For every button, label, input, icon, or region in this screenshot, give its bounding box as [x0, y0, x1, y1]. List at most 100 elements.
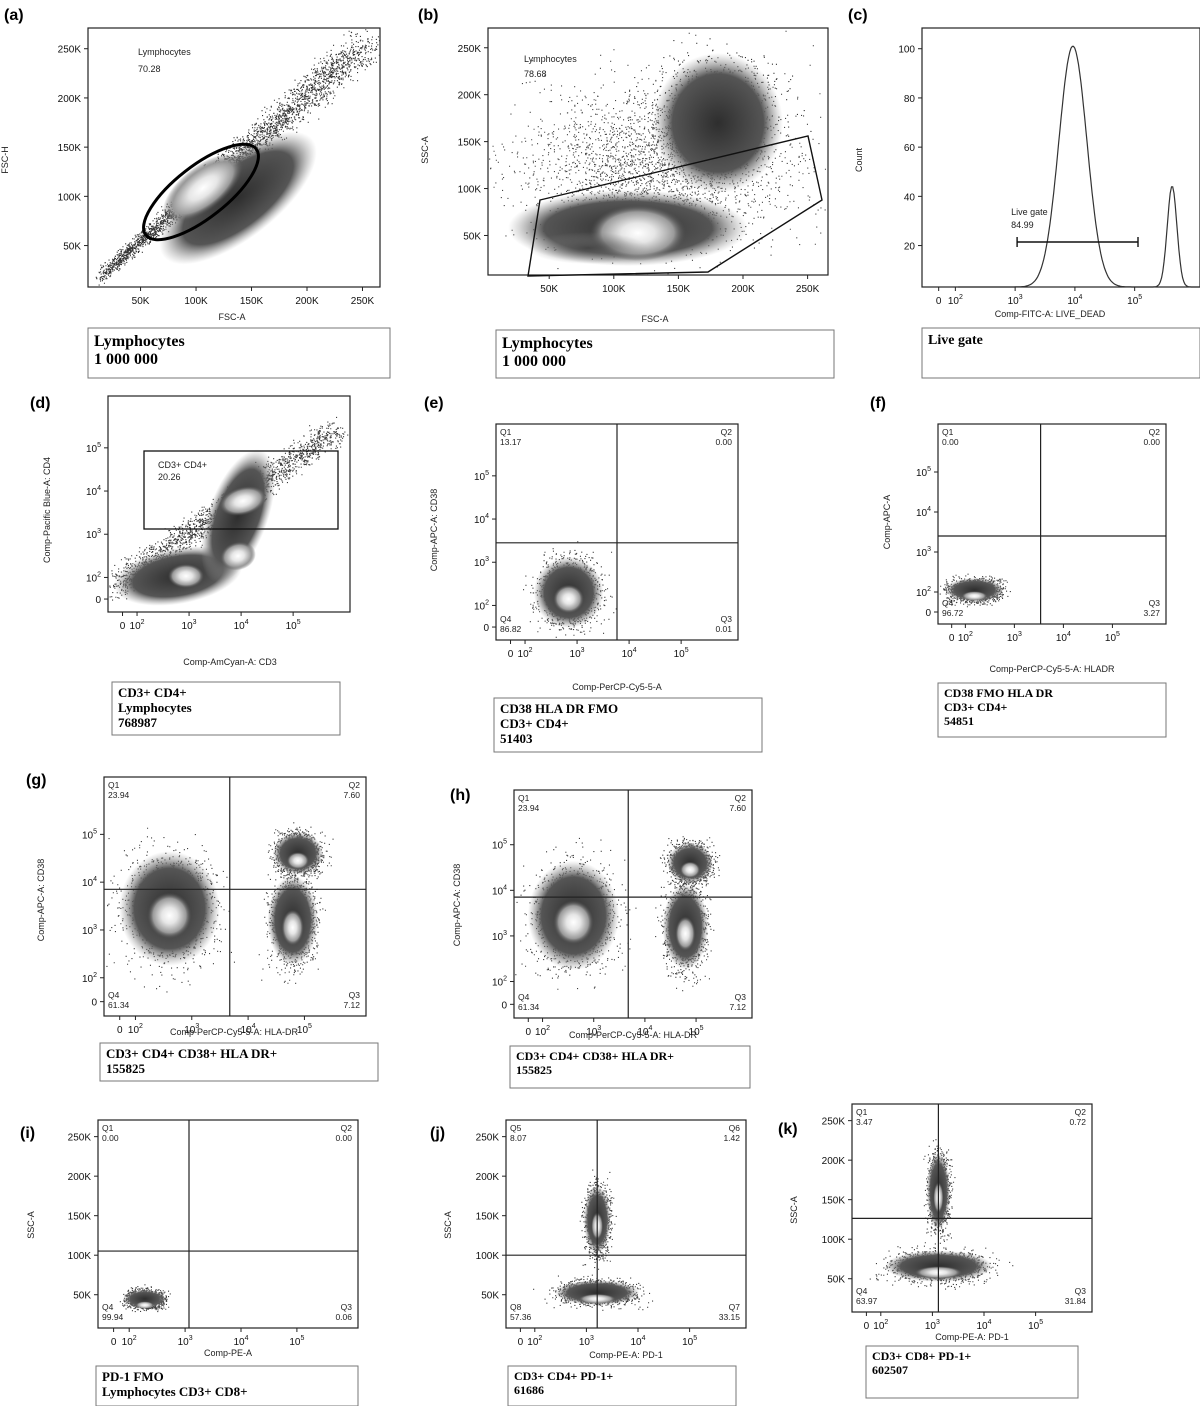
data-points	[95, 253, 125, 286]
x-axis-label: Comp-FITC-A: LIVE_DEAD	[995, 309, 1106, 319]
tick-label: 105	[682, 1335, 697, 1348]
density-region	[219, 486, 267, 516]
quadrant-percent: 86.82	[500, 624, 522, 634]
density-region	[675, 916, 696, 951]
tick-label: 105	[286, 619, 301, 632]
caption-line: CD3+ CD4+	[118, 685, 187, 700]
tick-label: 0	[483, 623, 489, 634]
quadrant-percent: 3.27	[1143, 608, 1160, 618]
x-axis-label: Comp-PE-A	[204, 1348, 252, 1358]
caption-line: Lymphocytes CD3+ CD8+	[102, 1384, 248, 1399]
tick-label: 200K	[476, 1172, 500, 1183]
tick-label: 105	[1127, 294, 1142, 307]
tick-label: 100K	[476, 1251, 500, 1262]
tick-label: 103	[925, 1319, 940, 1332]
quadrant-name: Q4	[856, 1286, 868, 1296]
caption-box	[865, 1345, 1079, 1399]
tick-label: 0	[95, 595, 101, 606]
tick-label: 150K	[667, 284, 691, 295]
tick-label: 104	[474, 513, 489, 526]
quadrant-name: Q4	[102, 1302, 114, 1312]
quadrant-name: Q3	[1149, 598, 1161, 608]
tick-label: 150K	[822, 1196, 846, 1207]
density-region	[220, 541, 256, 571]
gate-name: Lymphocytes	[138, 47, 191, 57]
caption-line: 1 000 000	[502, 353, 566, 370]
plot-area	[489, 30, 826, 275]
tick-label: 250K	[476, 1133, 500, 1144]
quadrant-name: Q8	[510, 1302, 522, 1312]
density-region	[135, 1301, 154, 1309]
plot-area	[119, 1284, 171, 1313]
tick-label: 102	[948, 294, 963, 307]
y-axis-label: SSC-A	[789, 1196, 799, 1224]
gate-ellipse	[142, 142, 260, 242]
gate-percent: 84.99	[1011, 220, 1034, 230]
tick-label: 102	[474, 599, 489, 612]
tick-label: 60	[904, 143, 916, 154]
tick-label: 102	[535, 1025, 550, 1038]
tick-label: 150K	[240, 296, 264, 307]
tick-label: 100K	[68, 1251, 92, 1262]
tick-label: 102	[916, 586, 931, 599]
quadrant-name: Q1	[108, 780, 120, 790]
quadrant-name: Q1	[942, 427, 954, 437]
gate-percent: 70.28	[138, 64, 161, 74]
quadrant-percent: 63.97	[856, 1296, 878, 1306]
tick-label: 103	[916, 546, 931, 559]
gate-name: Live gate	[1011, 207, 1048, 217]
quadrant-name: Q3	[1075, 1286, 1087, 1296]
tick-label: 100	[898, 45, 915, 56]
caption-box	[495, 329, 835, 379]
x-axis-label: FSC-A	[642, 314, 669, 324]
tick-label: 105	[916, 466, 931, 479]
tick-label: 150K	[458, 138, 482, 149]
data-points	[109, 564, 139, 601]
y-axis-label: Comp-APC-A	[882, 495, 892, 550]
tick-label: 200K	[58, 94, 82, 105]
quadrant-percent: 23.94	[518, 803, 540, 813]
tick-label: 200K	[68, 1172, 92, 1183]
density-region	[553, 584, 584, 614]
panel-c: (c) Live gate 84.99 0 102 103 104 105 20 40 60 80 10…	[848, 7, 1200, 379]
density-region	[147, 892, 192, 939]
tick-label: 250K	[68, 1133, 92, 1144]
quadrant-percent: 1.42	[723, 1133, 740, 1143]
quadrant-name: Q5	[510, 1123, 522, 1133]
quadrant-percent: 0.00	[942, 437, 959, 447]
y-axis-label: SSC-A	[26, 1211, 36, 1239]
caption-line: CD3+ CD4+ PD-1+	[514, 1369, 613, 1383]
tick-label: 200K	[458, 91, 482, 102]
quadrant-percent: 61.34	[108, 1000, 130, 1010]
tick-label: 250K	[58, 45, 82, 56]
caption-line: Live gate	[928, 333, 983, 348]
gate-name: CD3+ CD4+	[158, 460, 207, 470]
tick-label: 0	[117, 1025, 123, 1036]
tick-label: 105	[474, 470, 489, 483]
caption-line: CD38 FMO HLA DR	[944, 686, 1053, 700]
data-points	[194, 505, 229, 540]
plot-area	[523, 541, 617, 638]
tick-label: 100K	[184, 296, 208, 307]
caption-line: Lymphocytes	[502, 335, 593, 352]
histogram-line	[958, 45, 1200, 288]
tick-label: 105	[1028, 1319, 1043, 1332]
tick-label: 104	[916, 506, 931, 519]
quadrant-percent: 7.12	[343, 1000, 360, 1010]
data-points	[278, 439, 317, 479]
density-region	[528, 232, 648, 264]
tick-label: 104	[233, 1335, 248, 1348]
quadrant-name: Q1	[500, 427, 512, 437]
tick-label: 104	[622, 647, 637, 660]
y-axis-label: Count	[854, 148, 864, 173]
tick-label: 104	[234, 619, 249, 632]
quadrant-name: Q4	[518, 992, 530, 1002]
tick-label: 50K	[481, 1291, 499, 1302]
y-axis-label: Comp-Pacific Blue-A: CD4	[42, 457, 52, 563]
tick-label: 20	[904, 242, 916, 253]
caption-box	[507, 1365, 737, 1406]
tick-label: 0	[518, 1337, 524, 1348]
